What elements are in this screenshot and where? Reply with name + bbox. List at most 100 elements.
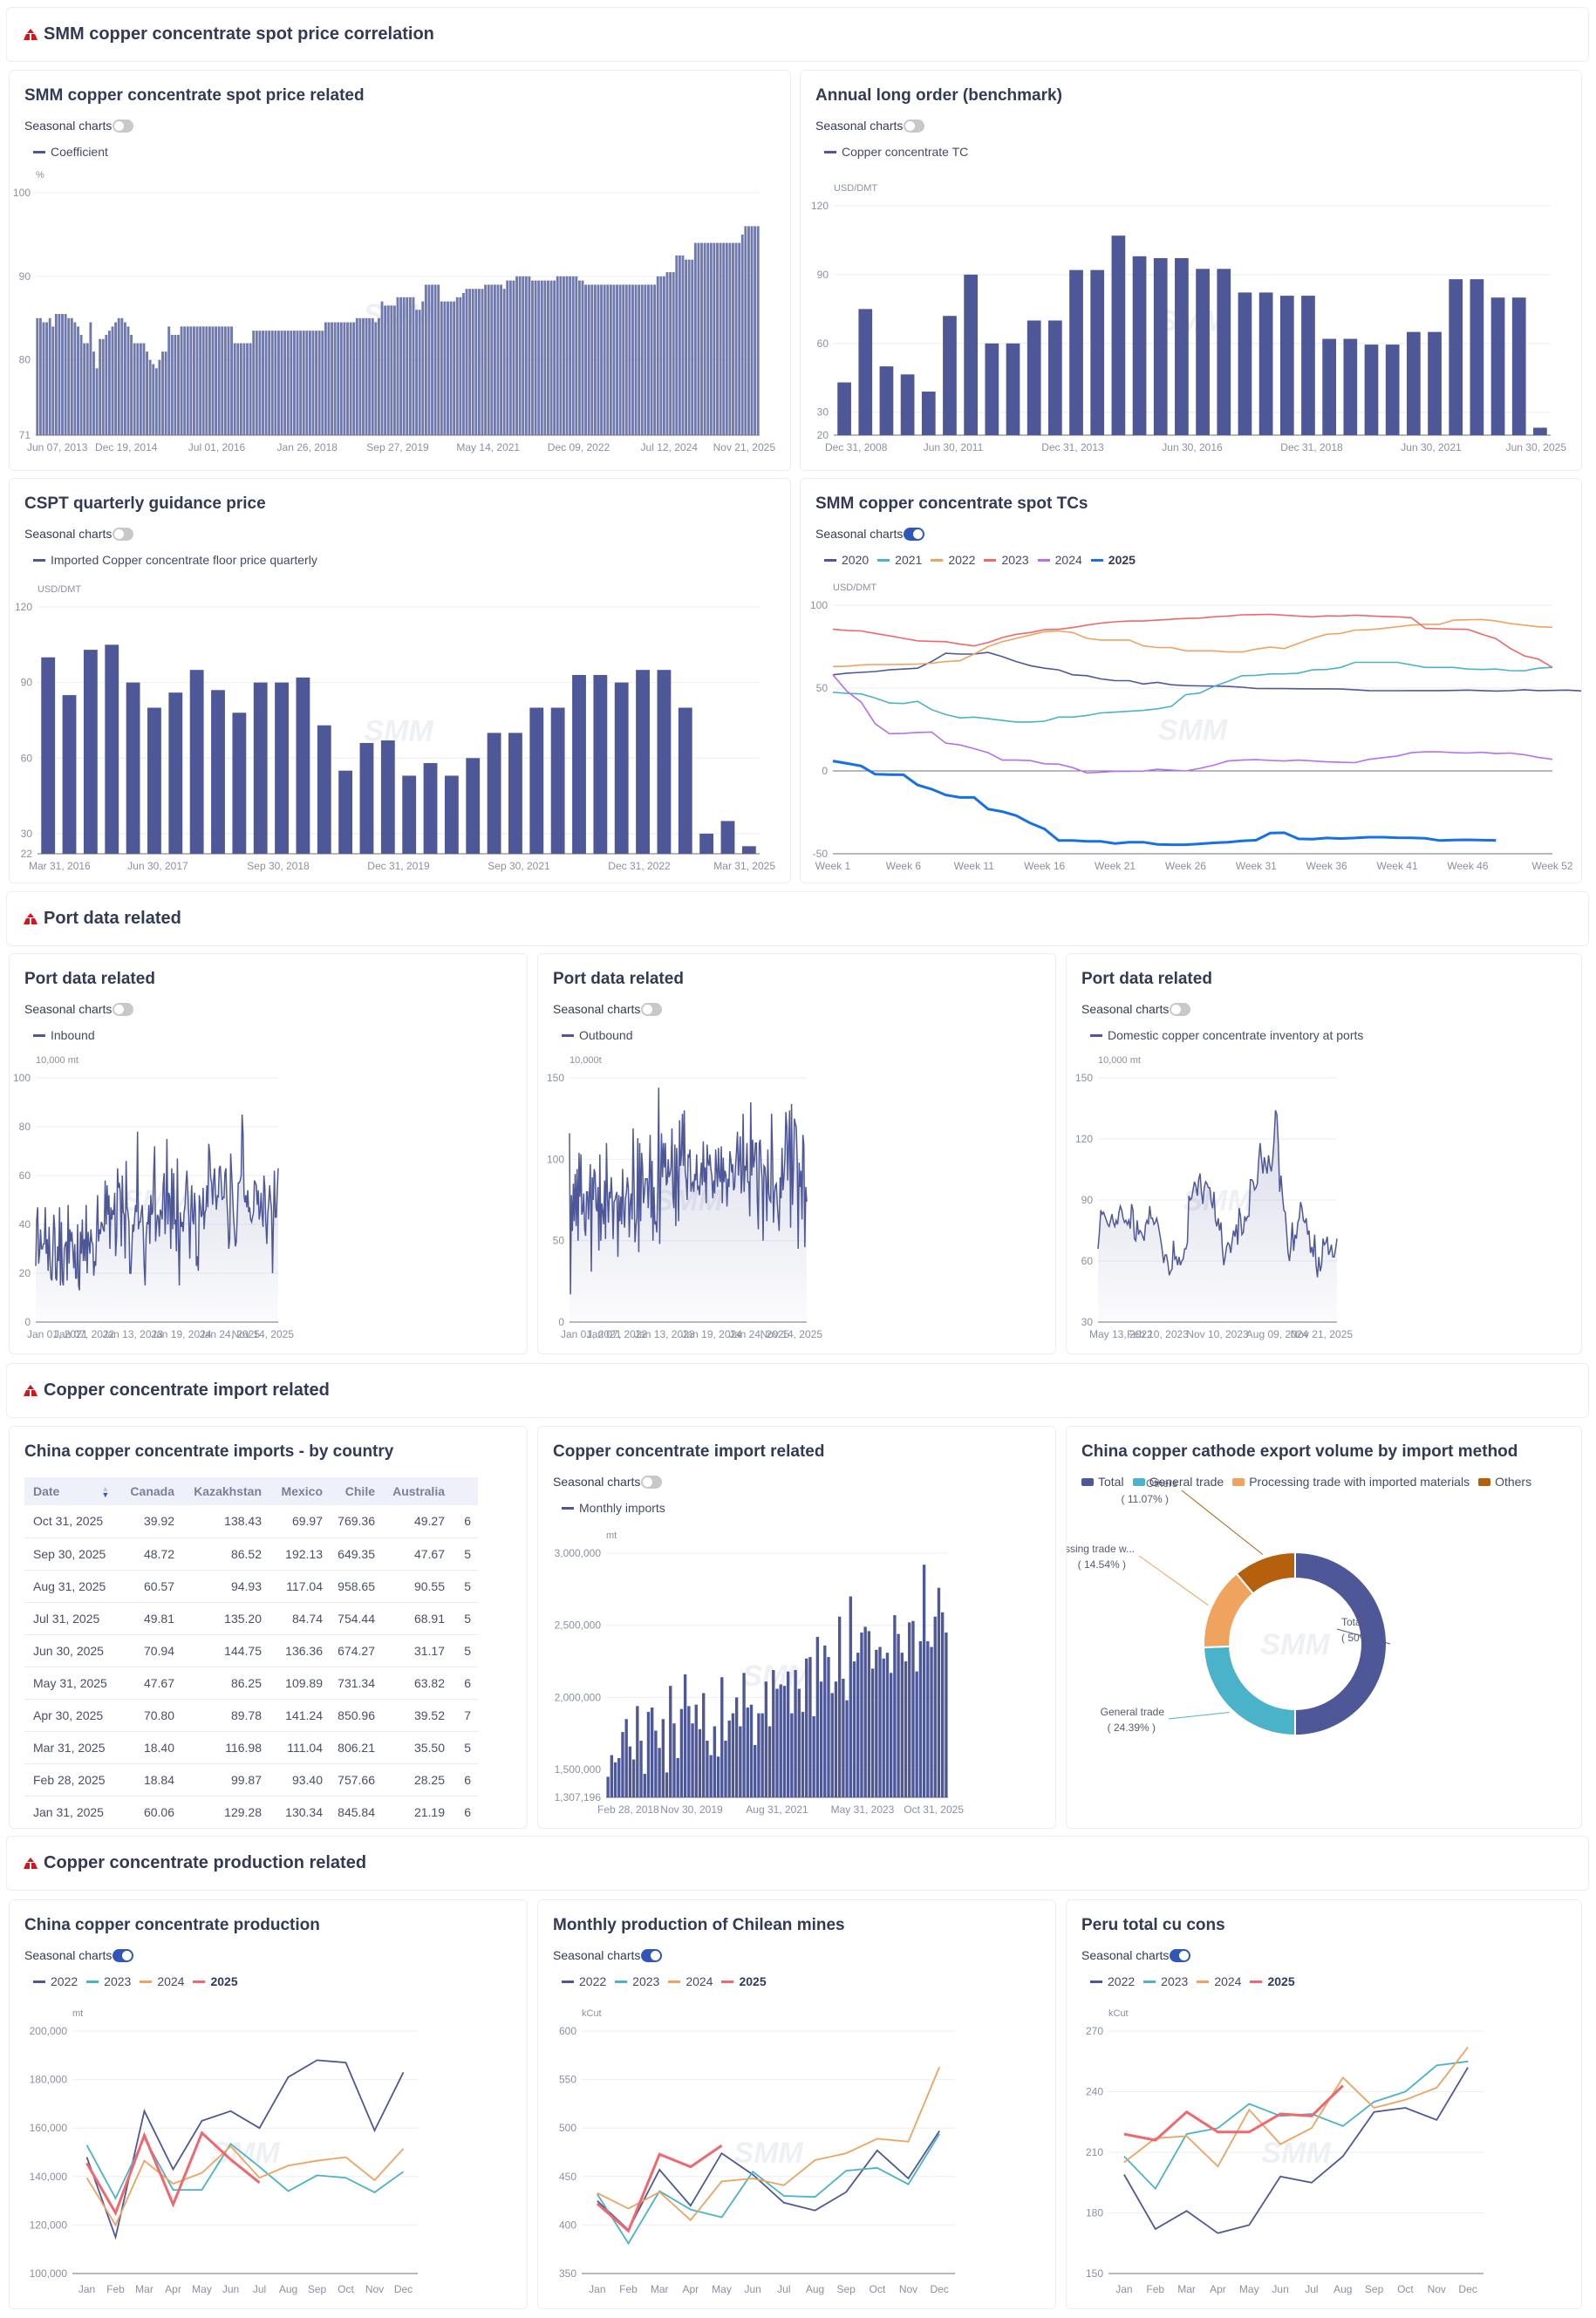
legend-item-2025[interactable]: 2025: [193, 1974, 238, 1988]
legend-item-2025[interactable]: 2025: [1250, 1974, 1295, 1988]
seasonal-toggle[interactable]: [641, 1475, 663, 1489]
bar: [739, 1726, 742, 1797]
legend-item-2023[interactable]: 2023: [984, 553, 1029, 567]
seasonal-toggle[interactable]: [113, 1002, 134, 1016]
cspt-guidance-chart: SMM USD/DMT 22 30 60 90 120 Mar 31, 2016 Jun 30,…: [15, 584, 775, 872]
table-row[interactable]: Apr 30, 2025 70.80 89.78 141.24 850.96 39.52 7: [24, 1699, 478, 1732]
bar: [612, 284, 616, 435]
bar: [242, 343, 246, 435]
legend-item-2021[interactable]: 2021: [877, 553, 922, 567]
bar: [889, 1673, 893, 1797]
legend-label: Total: [1098, 1475, 1124, 1489]
legend-item-2024[interactable]: 2024: [1197, 1974, 1241, 1988]
bar: [842, 1678, 845, 1797]
y-tick-label: 60: [1081, 1255, 1094, 1267]
bar: [343, 322, 346, 435]
legend-item-2020[interactable]: 2020: [824, 553, 869, 567]
bar: [358, 317, 362, 435]
legend-item-2023[interactable]: 2023: [86, 1974, 131, 1988]
x-tick-label: May 13, 2022: [1089, 1328, 1153, 1340]
seasonal-charts-control: Seasonal charts: [24, 1948, 134, 1962]
legend-item[interactable]: Processing trade with imported materials: [1232, 1475, 1470, 1489]
x-tick-label: Week 6: [886, 860, 922, 872]
table-row[interactable]: Feb 28, 2025 18.84 99.87 93.40 757.66 28.25 6: [24, 1763, 478, 1796]
legend-item[interactable]: Imported Copper concentrate floor price …: [33, 553, 317, 567]
bar: [698, 1728, 702, 1797]
cell-value: 135.20: [181, 1602, 269, 1635]
table-row[interactable]: Jan 31, 2025 60.06 129.28 130.34 845.84 21.19…: [24, 1796, 478, 1828]
bar: [392, 305, 396, 435]
seasonal-charts-control: Seasonal charts: [1081, 1002, 1191, 1016]
legend-swatch: [1081, 1477, 1094, 1486]
legend-item-2023[interactable]: 2023: [1143, 1974, 1188, 1988]
legend-item[interactable]: Outbound: [562, 1028, 633, 1042]
bar: [644, 284, 647, 435]
y-tick-label: 30: [21, 828, 33, 840]
legend-item[interactable]: General trade: [1132, 1475, 1224, 1489]
table-viewport[interactable]: Date ▲ ▼ Canada Kazakhstan Mexico Chile Austral…: [10, 1427, 515, 1828]
bar: [672, 272, 675, 435]
seasonal-label: Seasonal charts: [1081, 1948, 1170, 1962]
legend-label: General trade: [1149, 1475, 1224, 1489]
watermark: SMM: [733, 2137, 803, 2170]
seasonal-toggle[interactable]: [1170, 1002, 1191, 1016]
y-axis-unit: kCut: [582, 2008, 602, 2019]
legend-item[interactable]: Coefficient: [33, 145, 108, 159]
section-title: Copper concentrate import related: [44, 1381, 330, 1400]
bar: [581, 280, 584, 435]
seasonal-toggle[interactable]: [1170, 1948, 1191, 1962]
legend-item-2022[interactable]: 2022: [1090, 1974, 1135, 1988]
y-tick-label: 500: [559, 2122, 576, 2134]
sort-icon[interactable]: ▲ ▼: [101, 1484, 110, 1500]
seasonal-toggle[interactable]: [113, 119, 134, 133]
seasonal-toggle[interactable]: [641, 1002, 663, 1016]
legend-item-2022[interactable]: 2022: [562, 1974, 606, 1988]
bar: [258, 331, 262, 435]
legend-swatch: [615, 1980, 628, 1983]
seasonal-charts-control: Seasonal charts: [815, 527, 925, 541]
seasonal-toggle[interactable]: [904, 119, 925, 133]
legend-item-2022[interactable]: 2022: [33, 1974, 78, 1988]
column-header-date[interactable]: Date ▲ ▼: [24, 1477, 120, 1505]
area-fill: [1098, 1110, 1337, 1322]
series-line: [569, 1087, 808, 1295]
legend-item[interactable]: Monthly imports: [562, 1501, 665, 1515]
table-row[interactable]: Sep 30, 2025 48.72 86.52 192.13 649.35 47.67 5: [24, 1537, 478, 1571]
bar: [964, 274, 979, 435]
legend-item[interactable]: Inbound: [33, 1028, 95, 1042]
legend-item-2024[interactable]: 2024: [668, 1974, 713, 1988]
table-row[interactable]: Jul 31, 2025 49.81 135.20 84.74 754.44 68.91 5: [24, 1602, 478, 1635]
table-row[interactable]: Mar 31, 2025 18.40 116.98 111.04 806.21 35.50…: [24, 1731, 478, 1764]
legend-item[interactable]: Domestic copper concentrate inventory at…: [1090, 1028, 1363, 1042]
y-axis-unit: 10,000 mt: [36, 1055, 78, 1066]
table-row[interactable]: Jun 30, 2025 70.94 144.75 136.36 674.27 31.17…: [24, 1634, 478, 1667]
seasonal-toggle[interactable]: [113, 527, 134, 541]
legend-item-2023[interactable]: 2023: [615, 1974, 659, 1988]
seasonal-toggle[interactable]: [113, 1948, 134, 1962]
legend-item-2024[interactable]: 2024: [140, 1974, 184, 1988]
bar: [808, 1657, 812, 1797]
x-tick-label: May: [1239, 2283, 1259, 2295]
legend-item[interactable]: Others: [1478, 1475, 1531, 1489]
legend-item-2025[interactable]: 2025: [1090, 553, 1136, 567]
bar: [462, 293, 465, 435]
table-row[interactable]: Oct 31, 2025 39.92 138.43 69.97 769.36 49.27 6: [24, 1505, 478, 1538]
seasonal-toggle[interactable]: [904, 527, 925, 541]
legend-item[interactable]: Total: [1081, 1475, 1124, 1489]
legend-item-2024[interactable]: 2024: [1037, 553, 1082, 567]
bar: [152, 364, 155, 435]
x-tick-label: Jan 13, 2023: [102, 1328, 163, 1340]
legend-item-2025[interactable]: 2025: [721, 1974, 767, 1988]
legend-item-2022[interactable]: 2022: [931, 553, 975, 567]
legend-label: 2021: [895, 553, 923, 567]
table-row[interactable]: Aug 31, 2025 60.57 94.93 117.04 958.65 90.55 5: [24, 1570, 478, 1603]
legend-item[interactable]: Copper concentrate TC: [824, 145, 968, 159]
bar: [867, 1631, 871, 1797]
table-row[interactable]: May 31, 2025 47.67 86.25 109.89 731.34 63.82 6: [24, 1667, 478, 1700]
seasonal-toggle[interactable]: [641, 1948, 663, 1962]
y-tick-label: 60: [19, 1169, 31, 1182]
chart-legend: 2022 2023 2024 2025: [562, 1974, 767, 1988]
bar: [571, 276, 575, 435]
watermark: SMM: [1158, 714, 1228, 747]
